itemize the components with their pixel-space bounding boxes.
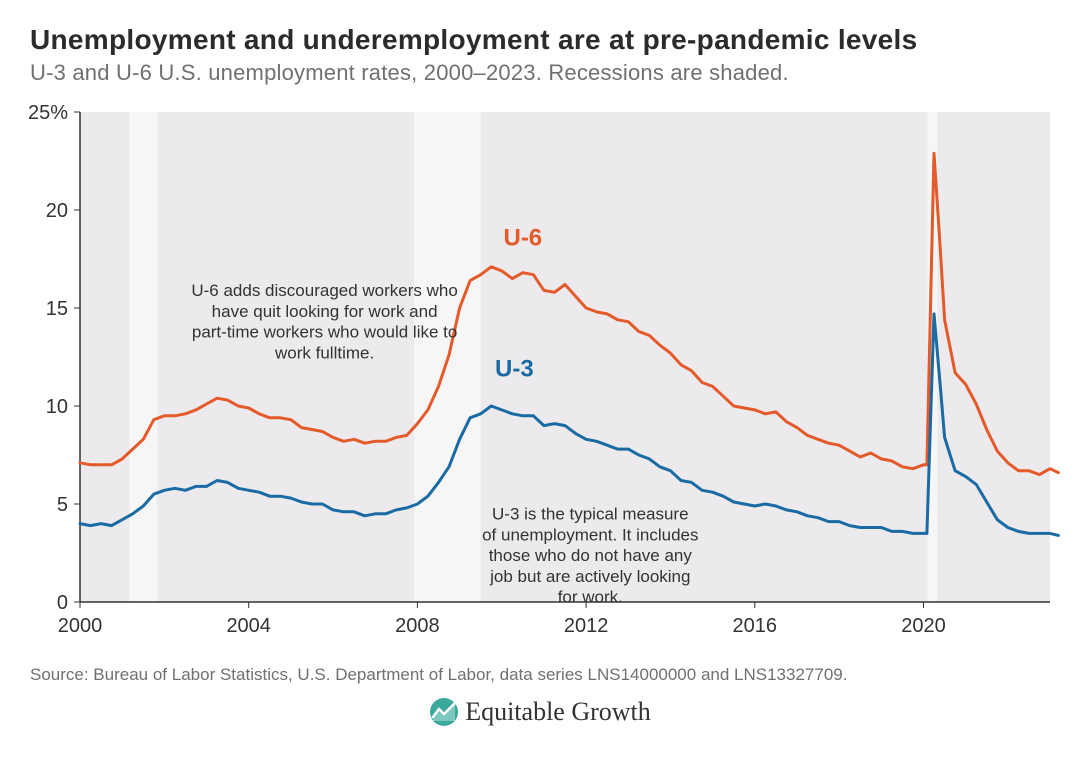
y-tick-label: 10 xyxy=(46,396,68,418)
recession-band xyxy=(129,112,157,602)
x-tick-label: 2020 xyxy=(901,615,946,637)
x-tick-label: 2004 xyxy=(226,615,271,637)
chart-title: Unemployment and underemployment are at … xyxy=(30,24,1050,56)
y-tick-label: 0 xyxy=(57,592,68,614)
x-tick-label: 2012 xyxy=(564,615,609,637)
series-label-u6: U-6 xyxy=(503,224,542,251)
chart-container: 0 5 10 15 20 25% 2000 2004 2008 2012 2016 2020 U-6 U-… xyxy=(0,92,1080,657)
logo-row: Equitable Growth xyxy=(0,697,1080,727)
series-label-u3: U-3 xyxy=(495,356,534,383)
y-tick-label: 20 xyxy=(46,200,68,222)
y-tick-label: 25% xyxy=(28,102,68,124)
logo-text: Equitable Growth xyxy=(465,697,651,726)
source-text: Source: Bureau of Labor Statistics, U.S.… xyxy=(0,657,1080,685)
y-tick-label: 5 xyxy=(57,494,68,516)
equitable-growth-logo-icon xyxy=(429,697,459,727)
x-tick-label: 2000 xyxy=(58,615,103,637)
unemployment-chart: 0 5 10 15 20 25% 2000 2004 2008 2012 2016 2020 U-6 U-… xyxy=(0,92,1080,652)
x-tick-label: 2016 xyxy=(733,615,778,637)
chart-subtitle: U-3 and U-6 U.S. unemployment rates, 200… xyxy=(30,60,1050,86)
y-tick-label: 15 xyxy=(46,298,68,320)
x-tick-label: 2008 xyxy=(395,615,440,637)
